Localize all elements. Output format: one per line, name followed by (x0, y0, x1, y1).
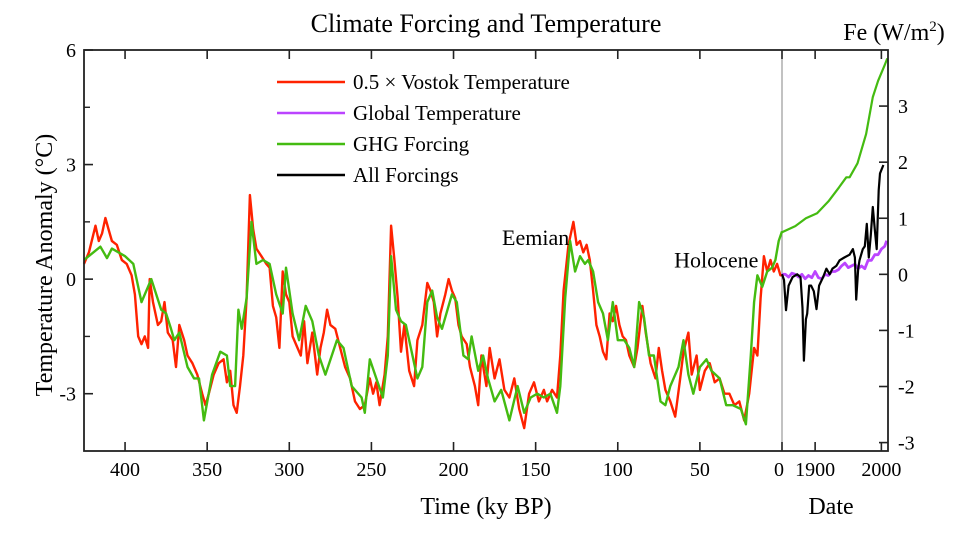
plot-frame (83, 49, 889, 452)
x-tick-label: 400 (110, 459, 140, 481)
series-right-global-temperature (782, 240, 889, 281)
fe-tick-label: -3 (898, 433, 915, 455)
x-tick-label: 100 (603, 459, 633, 481)
legend: 0.5 × Vostok Temperature Global Temperatu… (277, 70, 570, 187)
x-tick-label: 0 (774, 459, 784, 481)
right-x-axis-label: Date (808, 494, 853, 520)
date-tick-label: 1900 (795, 459, 835, 481)
x-tick-label: 300 (274, 459, 304, 481)
y-tick-label: 3 (66, 155, 76, 177)
fe-tick-label: -2 (898, 377, 915, 399)
axes: 400 350 300 250 200 150 100 50 0 1900 2000 6 3 0 -3 3 2 1… (59, 40, 914, 481)
y-tick-label: 0 (66, 269, 76, 291)
date-tick-label: 2000 (861, 459, 901, 481)
fe-tick-label: 2 (898, 152, 908, 174)
plot-area: Eemian Holocene (82, 50, 889, 451)
fe-tick-label: 0 (898, 264, 908, 286)
x-tick-label: 250 (356, 459, 386, 481)
x-tick-label: 50 (690, 459, 710, 481)
legend-label: Global Temperature (353, 101, 521, 125)
left-x-axis-label: Time (ky BP) (420, 494, 551, 520)
x-tick-label: 150 (521, 459, 551, 481)
annotation-holocene: Holocene (674, 248, 758, 273)
legend-label: GHG Forcing (353, 132, 470, 156)
right-y-axis-label: Fe (W/m2) (843, 19, 944, 46)
chart-title: Climate Forcing and Temperature (311, 9, 662, 38)
x-tick-label: 200 (439, 459, 469, 481)
fe-tick-label: 1 (898, 208, 908, 230)
series-right-ghg-forcing (781, 58, 889, 234)
left-y-axis-label: Temperature Anomaly (°C) (32, 134, 58, 397)
series-left-ghg-forcing (83, 220, 784, 426)
y-tick-label: 6 (66, 40, 76, 62)
fe-tick-label: 3 (898, 96, 908, 118)
series-left-0-5-vostok-temperature (82, 193, 782, 430)
x-tick-label: 350 (192, 459, 222, 481)
series-right-all-forcings (780, 164, 885, 362)
annotation-eemian: Eemian (502, 225, 569, 250)
fe-tick-label: -1 (898, 320, 915, 342)
legend-label: 0.5 × Vostok Temperature (353, 70, 570, 94)
y-tick-label: -3 (59, 384, 76, 406)
legend-label: All Forcings (353, 163, 459, 187)
